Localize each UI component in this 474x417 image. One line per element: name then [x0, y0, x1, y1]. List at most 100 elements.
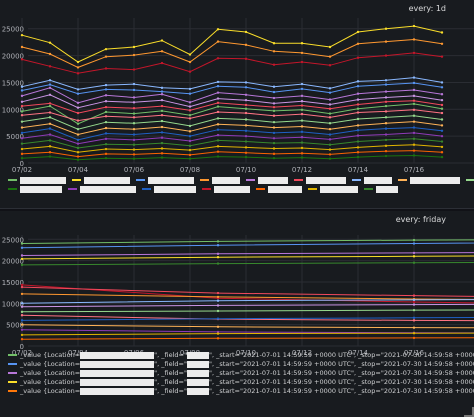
data-point — [272, 109, 276, 113]
data-point — [188, 157, 192, 160]
legend-item[interactable]: _value {Location= ", _field=" ", _start="2… — [8, 369, 474, 377]
redacted-label — [364, 176, 392, 184]
data-point — [216, 105, 220, 108]
data-point — [244, 107, 248, 110]
series-line-1 — [21, 242, 474, 249]
data-point — [132, 116, 136, 119]
data-point — [160, 104, 164, 108]
legend-item[interactable] — [200, 176, 240, 184]
legend-item[interactable] — [308, 185, 358, 193]
legend-item[interactable]: _value {Location= ", _field=" ", _start="2… — [8, 387, 474, 395]
data-point — [132, 138, 136, 142]
data-point — [216, 85, 220, 88]
data-point — [300, 141, 304, 144]
data-point — [356, 111, 360, 114]
data-point — [76, 155, 80, 158]
data-point — [412, 149, 416, 152]
legend-item[interactable] — [398, 176, 460, 184]
data-point — [48, 79, 52, 82]
data-point — [216, 325, 220, 328]
legend-item[interactable]: _value {Location= ", _field=" ", _start="2… — [8, 378, 474, 386]
data-point — [272, 156, 276, 160]
data-point — [412, 137, 416, 141]
data-point — [384, 54, 388, 57]
data-point — [356, 146, 360, 149]
data-point — [160, 152, 164, 155]
data-point — [188, 70, 192, 73]
data-point — [272, 141, 276, 145]
legend-item[interactable] — [72, 176, 130, 184]
data-point — [48, 127, 52, 130]
legend-item[interactable] — [8, 176, 66, 184]
data-point — [76, 127, 80, 131]
data-point — [384, 104, 388, 108]
series-line-8 — [21, 103, 443, 125]
data-point — [244, 151, 248, 154]
legend-item[interactable]: _value {Location= ", _field=" ", _start="2… — [8, 351, 474, 359]
data-point — [76, 106, 80, 109]
data-point — [188, 139, 192, 143]
data-point — [160, 141, 164, 145]
legend-item[interactable] — [136, 176, 194, 184]
data-point — [412, 108, 416, 112]
legend-item[interactable] — [8, 185, 62, 193]
data-point — [20, 328, 24, 331]
y-tick-label: 25000 — [2, 26, 24, 34]
data-point — [356, 129, 360, 132]
legend-row — [8, 185, 474, 194]
data-point — [244, 155, 248, 159]
data-point — [20, 310, 24, 314]
data-point — [216, 101, 220, 105]
series-line-9 — [21, 303, 474, 308]
data-point — [328, 91, 332, 94]
legend-item[interactable] — [256, 185, 302, 193]
data-point — [20, 242, 24, 245]
data-point — [300, 94, 304, 98]
data-point — [188, 134, 192, 138]
data-point — [412, 251, 416, 255]
data-point — [384, 83, 388, 86]
data-point — [412, 298, 416, 302]
data-point — [384, 154, 388, 158]
legend-item[interactable] — [202, 185, 250, 193]
x-tick-label: 07/16 — [404, 349, 425, 357]
series-line-7 — [21, 100, 443, 114]
legend-item[interactable] — [466, 176, 474, 184]
legend-swatch — [294, 179, 303, 181]
data-point — [244, 111, 248, 115]
legend-item[interactable] — [364, 185, 398, 193]
data-point — [328, 98, 332, 101]
legend-item[interactable] — [68, 185, 136, 193]
legend-item[interactable] — [246, 176, 288, 184]
data-point — [48, 111, 52, 114]
data-point — [412, 51, 416, 55]
data-point — [188, 101, 192, 104]
data-point — [216, 240, 220, 243]
data-point — [20, 305, 24, 308]
data-point — [272, 137, 276, 140]
redacted-label — [258, 176, 288, 184]
data-point — [20, 337, 24, 341]
data-point — [216, 145, 220, 148]
data-point — [48, 41, 52, 44]
chart-every-friday[interactable]: 050001000015000200002500007/0207/0407/06… — [0, 221, 474, 366]
data-point — [328, 133, 332, 136]
data-point — [412, 120, 416, 123]
y-tick-label: 20000 — [2, 258, 24, 266]
legend-item[interactable] — [294, 176, 346, 184]
legend-item[interactable] — [142, 185, 196, 193]
resize-handle-icon[interactable] — [464, 407, 474, 417]
chart-every-1d[interactable]: 0 5000 10000 15000 20000 25000 07/02 07/04 07/06… — [0, 12, 474, 187]
data-point — [20, 45, 24, 49]
data-point — [132, 82, 136, 86]
data-point — [20, 319, 24, 322]
data-point — [20, 314, 24, 317]
data-point — [384, 96, 388, 99]
data-point — [244, 103, 248, 107]
legend-item[interactable] — [352, 176, 392, 184]
legend-item[interactable]: _value {Location= ", _field=" ", _start="2… — [8, 360, 474, 368]
data-point — [440, 155, 444, 159]
data-point — [216, 80, 220, 84]
x-tick-label: 07/02 — [12, 166, 32, 174]
data-point — [160, 39, 164, 42]
